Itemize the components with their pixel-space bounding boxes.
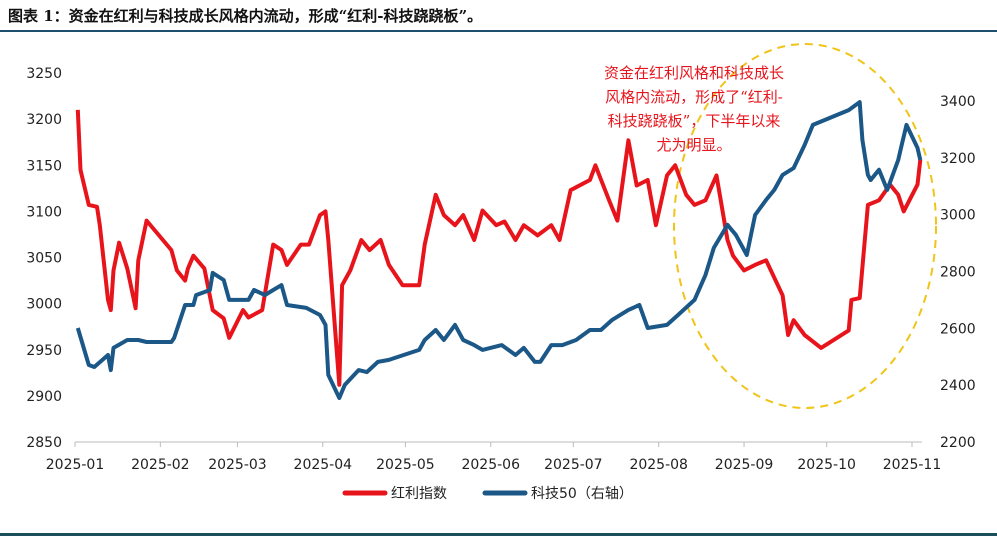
y-left-tick-label: 3000: [26, 297, 62, 313]
x-tick-label: 2025-06: [461, 457, 520, 473]
x-tick-label: 2025-04: [294, 457, 353, 473]
annotation-line: 风格内流动，形成了“红利-: [605, 88, 783, 106]
y-right-tick-label: 2800: [940, 265, 976, 281]
x-tick-label: 2025-01: [46, 457, 105, 473]
y-left-tick-label: 2950: [26, 343, 62, 359]
bottom-divider: [0, 533, 997, 536]
y-left-tick-label: 3050: [26, 251, 62, 267]
series-line-tech50: [75, 100, 923, 400]
annotation-line: 资金在红利风格和科技成长: [604, 64, 784, 82]
y-right-tick-label: 2400: [940, 378, 976, 394]
y-right-tick-label: 2200: [940, 435, 976, 451]
y-left-tick-label: 2850: [26, 435, 62, 451]
y-right-tick-label: 3400: [940, 94, 976, 110]
y-right-tick-label: 2600: [940, 321, 976, 337]
x-tick-label: 2025-03: [208, 457, 267, 473]
y-left-tick-label: 2900: [26, 389, 62, 405]
x-tick-label: 2025-07: [544, 457, 603, 473]
x-tick-label: 2025-08: [629, 457, 688, 473]
y-left-tick-label: 3250: [26, 66, 62, 82]
x-tick-label: 2025-02: [131, 457, 190, 473]
highlight-ellipse: [673, 43, 937, 409]
series-line-dividend: [75, 109, 923, 387]
title-divider: [0, 30, 997, 32]
y-left-tick-label: 3150: [26, 158, 62, 174]
y-left-tick-label: 3100: [26, 204, 62, 220]
x-tick-label: 2025-10: [797, 457, 856, 473]
annotation-line: 科技跷跷板”，下半年以来: [608, 112, 781, 130]
x-tick-label: 2025-09: [715, 457, 774, 473]
y-right-tick-label: 3000: [940, 208, 976, 224]
x-tick-label: 2025-11: [883, 457, 942, 473]
y-right-tick-label: 3200: [940, 151, 976, 167]
annotation-line: 尤为明显。: [656, 136, 731, 154]
x-tick-label: 2025-05: [376, 457, 435, 473]
y-left-tick-label: 3200: [26, 112, 62, 128]
legend-label: 红利指数: [391, 486, 447, 502]
legend-label: 科技50（右轴）: [531, 486, 633, 502]
chart-title: 图表 1：资金在红利与科技成长风格内流动，形成“红利-科技跷跷板”。: [8, 7, 483, 25]
